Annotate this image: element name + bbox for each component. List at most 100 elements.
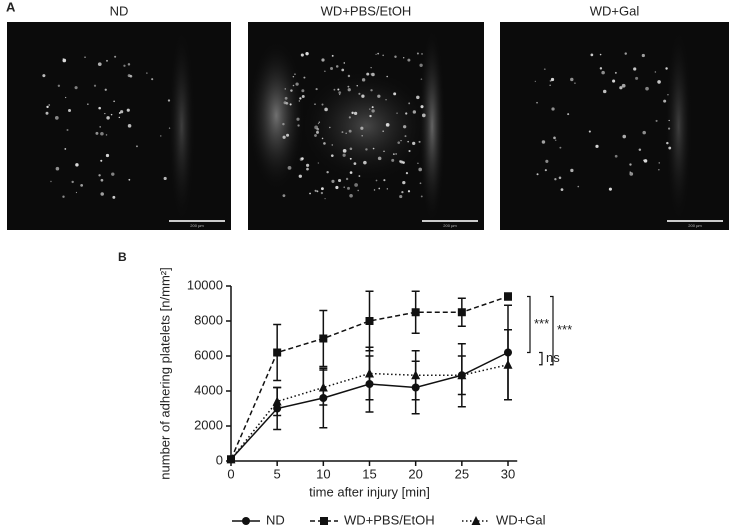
legend-label: WD+Gal (496, 512, 546, 527)
platelet (343, 186, 346, 189)
platelet (284, 96, 288, 100)
platelet (167, 99, 171, 102)
platelet (74, 86, 78, 90)
platelet (55, 166, 60, 171)
platelet (383, 179, 386, 182)
platelet (106, 116, 110, 120)
platelet (100, 159, 103, 162)
platelet (84, 56, 86, 58)
platelet (338, 178, 342, 183)
data-point (457, 370, 467, 380)
platelet (318, 121, 321, 123)
platelet (100, 131, 104, 136)
micrograph (500, 22, 729, 230)
platelet (386, 75, 388, 78)
platelet (146, 72, 148, 74)
x-tick-label: 5 (274, 466, 281, 481)
scale-bar-label: 200 µm (688, 223, 702, 228)
data-point (226, 454, 236, 464)
platelet (666, 141, 669, 145)
platelet (643, 159, 648, 163)
platelet (543, 68, 546, 70)
platelet (399, 194, 403, 199)
platelet (407, 190, 411, 193)
platelet (420, 78, 423, 80)
platelet (405, 172, 409, 175)
significance-bracket (527, 295, 531, 354)
platelet (366, 72, 370, 76)
platelet (622, 134, 627, 139)
platelet (665, 67, 668, 70)
platelet (629, 172, 634, 176)
platelet (354, 183, 358, 187)
platelet (397, 141, 401, 144)
platelet (126, 108, 130, 112)
platelet (309, 192, 311, 195)
y-tick-label: 2000 (194, 417, 223, 432)
data-point (365, 368, 374, 378)
platelet (363, 160, 367, 165)
platelet (114, 55, 117, 58)
x-tick-label: 15 (362, 466, 376, 481)
platelet (110, 113, 113, 116)
platelet (127, 63, 131, 66)
platelet (377, 156, 382, 161)
platelet (608, 187, 612, 191)
platelet (297, 124, 300, 127)
vessel-glow (167, 22, 196, 230)
platelet (300, 53, 304, 57)
platelet (330, 66, 334, 70)
platelet (349, 157, 352, 160)
platelet (50, 180, 52, 183)
platelet (106, 59, 108, 62)
platelet (324, 197, 326, 200)
platelet (105, 153, 110, 158)
platelet (42, 74, 46, 78)
platelet (361, 94, 365, 98)
platelet (351, 111, 354, 115)
y-tick-label: 0 (216, 452, 223, 467)
platelet (320, 191, 324, 195)
platelet (284, 88, 287, 90)
platelet (306, 167, 309, 171)
platelet (104, 112, 106, 115)
platelet (545, 159, 549, 163)
platelet (358, 92, 361, 95)
platelet (370, 89, 373, 92)
platelet (128, 178, 131, 181)
platelet (339, 93, 341, 96)
platelet (331, 144, 333, 146)
platelet (314, 189, 317, 192)
platelet (416, 52, 419, 55)
platelet (168, 127, 171, 129)
platelet (347, 88, 351, 92)
y-tick-label: 10000 (187, 277, 223, 292)
platelet (382, 54, 384, 57)
platelet (554, 178, 557, 181)
platelet (342, 148, 347, 153)
platelet (349, 171, 353, 174)
significance-label: *** (534, 316, 549, 331)
platelet (371, 106, 374, 109)
platelet (335, 185, 339, 190)
platelet (349, 147, 353, 150)
platelet (299, 97, 302, 100)
data-point (504, 292, 512, 301)
platelet (97, 62, 102, 67)
platelet (658, 169, 660, 171)
platelet (348, 116, 351, 119)
platelet (371, 72, 375, 77)
platelet (536, 101, 538, 104)
y-tick-label: 4000 (194, 382, 223, 397)
image-title: WD+PBS/EtOH (321, 3, 412, 18)
platelet (590, 53, 594, 57)
y-tick-label: 8000 (194, 312, 223, 327)
platelet (394, 55, 397, 58)
platelet (642, 130, 646, 135)
platelet (403, 57, 405, 59)
platelet (358, 175, 361, 177)
data-point (272, 396, 282, 406)
platelet (301, 95, 305, 98)
platelet (345, 177, 349, 181)
